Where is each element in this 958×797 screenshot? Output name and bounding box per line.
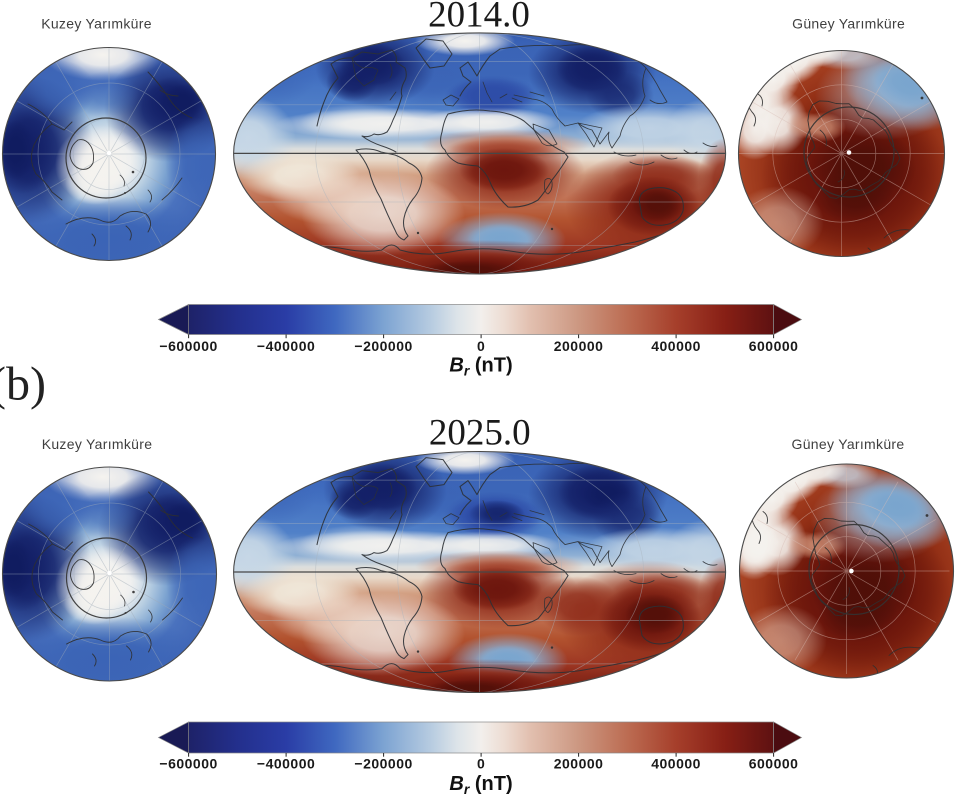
svg-text:0: 0 <box>477 756 485 772</box>
svg-text:−400000: −400000 <box>257 756 315 772</box>
svg-text:200000: 200000 <box>554 338 604 354</box>
svg-text:600000: 600000 <box>749 756 799 772</box>
svg-text:Br (nT): Br (nT) <box>449 773 512 797</box>
svg-text:Kuzey Yarımküre: Kuzey Yarımküre <box>41 16 152 32</box>
svg-text:−200000: −200000 <box>354 756 412 772</box>
svg-text:−600000: −600000 <box>159 756 217 772</box>
svg-text:2025.0: 2025.0 <box>429 413 531 454</box>
svg-text:−200000: −200000 <box>354 338 412 354</box>
svg-text:(b): (b) <box>0 358 46 411</box>
svg-text:Br (nT): Br (nT) <box>449 355 512 379</box>
svg-text:600000: 600000 <box>749 338 799 354</box>
svg-text:400000: 400000 <box>651 338 701 354</box>
svg-text:Güney Yarımküre: Güney Yarımküre <box>792 436 905 452</box>
svg-text:0: 0 <box>477 338 485 354</box>
svg-text:Güney Yarımküre: Güney Yarımküre <box>792 16 905 32</box>
svg-text:−600000: −600000 <box>159 338 217 354</box>
svg-text:200000: 200000 <box>554 756 604 772</box>
svg-text:2014.0: 2014.0 <box>428 0 530 36</box>
svg-text:400000: 400000 <box>651 756 701 772</box>
svg-text:−400000: −400000 <box>257 338 315 354</box>
svg-text:Kuzey Yarımküre: Kuzey Yarımküre <box>42 436 153 452</box>
